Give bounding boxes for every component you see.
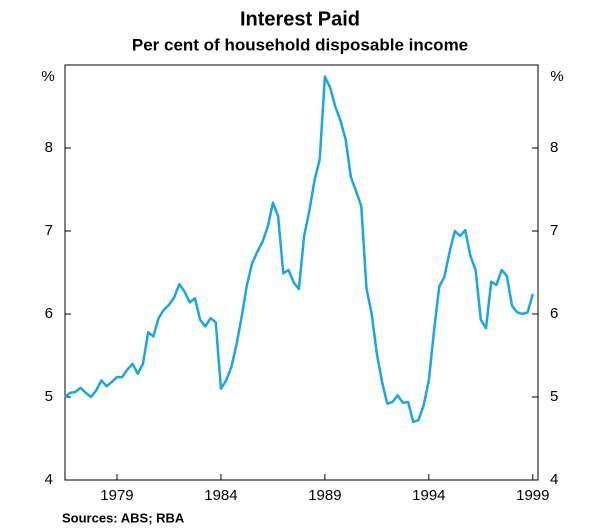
x-tick-label: 1999	[516, 487, 549, 504]
y-tick-label-right: 5	[550, 388, 558, 405]
y-tick-label-left: 4	[45, 471, 53, 488]
y-tick-label-left: 8	[45, 139, 53, 156]
y-tick-label-right: 7	[550, 222, 558, 239]
y-tick-label-left: 7	[45, 222, 53, 239]
plot-frame	[64, 64, 539, 481]
y-tick-label-left: 6	[45, 305, 53, 322]
x-tick-label: 1979	[100, 487, 133, 504]
chart-title: Interest Paid	[240, 8, 360, 30]
x-tick-label: 1994	[412, 487, 445, 504]
source: Sources: ABS; RBA	[62, 510, 185, 525]
y-tick-label-right: 6	[550, 305, 558, 322]
x-tick-label: 1984	[204, 487, 237, 504]
y-unit-left: %	[41, 68, 54, 85]
y-unit-right: %	[550, 68, 563, 85]
x-tick-label: 1989	[308, 487, 341, 504]
y-tick-label-left: 5	[45, 388, 53, 405]
y-tick-label-right: 4	[550, 471, 558, 488]
y-tick-label-right: 8	[550, 139, 558, 156]
data-line	[64, 75, 535, 424]
chart-subtitle: Per cent of household disposable income	[132, 35, 468, 54]
